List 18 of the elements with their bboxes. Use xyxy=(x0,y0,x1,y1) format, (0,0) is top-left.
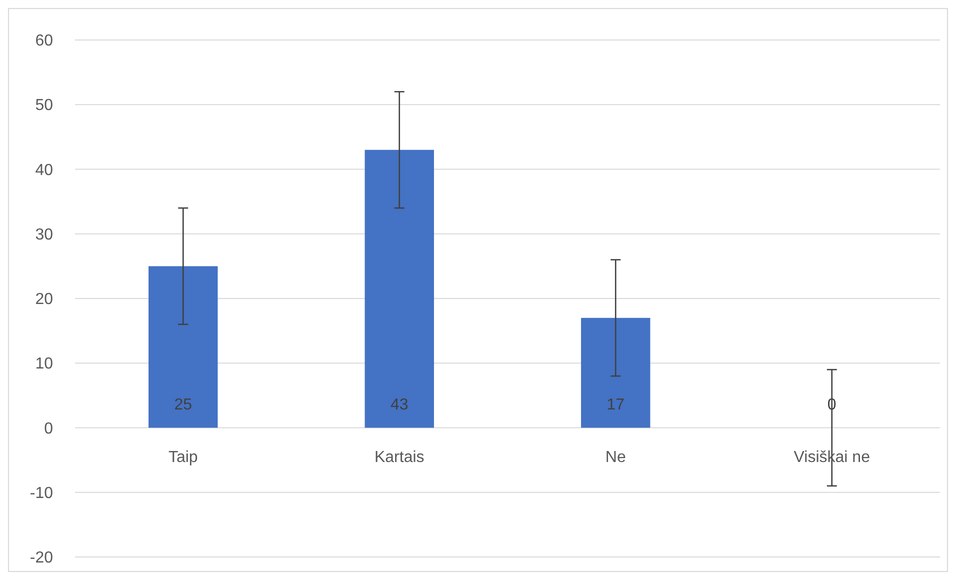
x-tick-label: Taip xyxy=(168,448,198,466)
y-tick-label: 10 xyxy=(35,356,54,373)
x-tick-label: Ne xyxy=(605,448,626,466)
y-tick-label: 50 xyxy=(35,97,54,114)
y-tick-label: -20 xyxy=(30,550,54,567)
y-tick-label: 0 xyxy=(44,420,54,438)
x-tick-label: Kartais xyxy=(374,448,424,466)
data-label: 17 xyxy=(606,396,625,414)
y-tick-label: -10 xyxy=(30,484,54,502)
bar xyxy=(148,266,218,428)
y-tick-label: 20 xyxy=(35,291,54,308)
data-label: 43 xyxy=(390,396,408,414)
bar xyxy=(364,150,434,428)
bar xyxy=(581,318,650,428)
y-tick-label: 60 xyxy=(35,32,54,50)
y-tick-label: 30 xyxy=(35,226,54,244)
y-tick-label: 40 xyxy=(35,162,54,179)
data-label: 25 xyxy=(174,396,192,414)
